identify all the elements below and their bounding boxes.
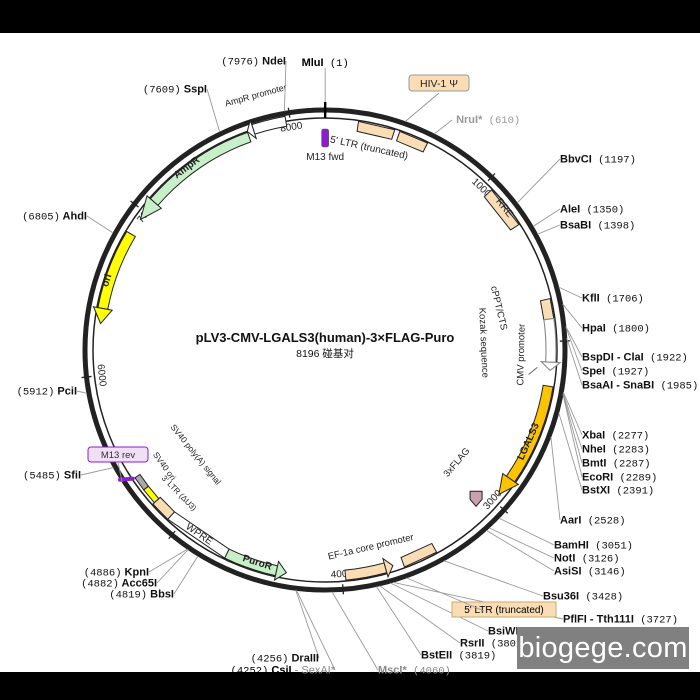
svg-text:HpaI (1800): HpaI (1800)	[582, 323, 650, 336]
svg-text:5' LTR (truncated): 5' LTR (truncated)	[464, 605, 544, 616]
svg-text:BmtI (2287): BmtI (2287)	[582, 458, 651, 471]
svg-text:(5912) PciI: (5912) PciI	[17, 386, 77, 399]
svg-text:NotI (3126): NotI (3126)	[554, 553, 620, 566]
svg-text:NruI* (610): NruI* (610)	[456, 114, 520, 127]
svg-text:AarI (2528): AarI (2528)	[560, 515, 626, 528]
svg-text:BsaBI (1398): BsaBI (1398)	[560, 220, 635, 233]
svg-text:8196 碰基对: 8196 碰基对	[296, 347, 354, 360]
svg-text:M13 fwd: M13 fwd	[306, 152, 344, 163]
svg-text:AsiSI (3146): AsiSI (3146)	[554, 566, 626, 579]
svg-text:AleI (1350): AleI (1350)	[560, 204, 624, 217]
svg-text:PflFI - Tth111I (3727): PflFI - Tth111I (3727)	[563, 614, 678, 627]
svg-text:(7976) NdeI: (7976) NdeI	[221, 56, 286, 69]
svg-text:(5485) SfiI: (5485) SfiI	[23, 470, 81, 483]
svg-text:6000: 6000	[95, 364, 108, 388]
svg-text:BstEII (3819): BstEII (3819)	[421, 650, 496, 663]
svg-text:BspDI - ClaI (1922): BspDI - ClaI (1922)	[582, 352, 688, 365]
svg-text:Kozak sequence: Kozak sequence	[476, 307, 490, 378]
svg-text:BsaAI - SnaBI (1985): BsaAI - SnaBI (1985)	[582, 380, 698, 393]
svg-text:MscI* (4060): MscI* (4060)	[378, 665, 451, 678]
svg-text:BbvCI (1197): BbvCI (1197)	[560, 154, 636, 167]
svg-text:KflI (1706): KflI (1706)	[582, 293, 644, 306]
svg-text:(6805) AhdI: (6805) AhdI	[22, 211, 87, 224]
svg-text:CMV promoter: CMV promoter	[515, 324, 527, 386]
svg-text:HIV-1 Ψ: HIV-1 Ψ	[420, 78, 458, 90]
svg-text:BamHI (3051): BamHI (3051)	[554, 540, 633, 553]
svg-text:NheI (2283): NheI (2283)	[582, 444, 650, 457]
svg-text:M13 rev: M13 rev	[101, 450, 136, 461]
svg-text:SpeI (1927): SpeI (1927)	[582, 366, 649, 379]
svg-text:(4819) BbsI: (4819) BbsI	[109, 589, 174, 602]
svg-text:MluI (1): MluI (1)	[302, 57, 349, 70]
svg-text:3xFLAG: 3xFLAG	[442, 446, 473, 480]
svg-text:BstXI (2391): BstXI (2391)	[582, 485, 654, 498]
svg-text:EcoRI (2289): EcoRI (2289)	[582, 472, 657, 485]
svg-text:AmpR promoter: AmpR promoter	[224, 82, 288, 108]
svg-text:(4252) CsiI - SexAI*: (4252) CsiI - SexAI*	[231, 665, 336, 678]
svg-text:cPPT/CTS: cPPT/CTS	[488, 285, 509, 331]
svg-text:(7609) SspI: (7609) SspI	[143, 84, 207, 97]
svg-text:pLV3-CMV-LGALS3(human)-3×FLAG-: pLV3-CMV-LGALS3(human)-3×FLAG-Puro	[196, 330, 455, 345]
svg-text:WPRE: WPRE	[183, 522, 214, 548]
svg-text:XbaI (2277): XbaI (2277)	[582, 430, 649, 443]
